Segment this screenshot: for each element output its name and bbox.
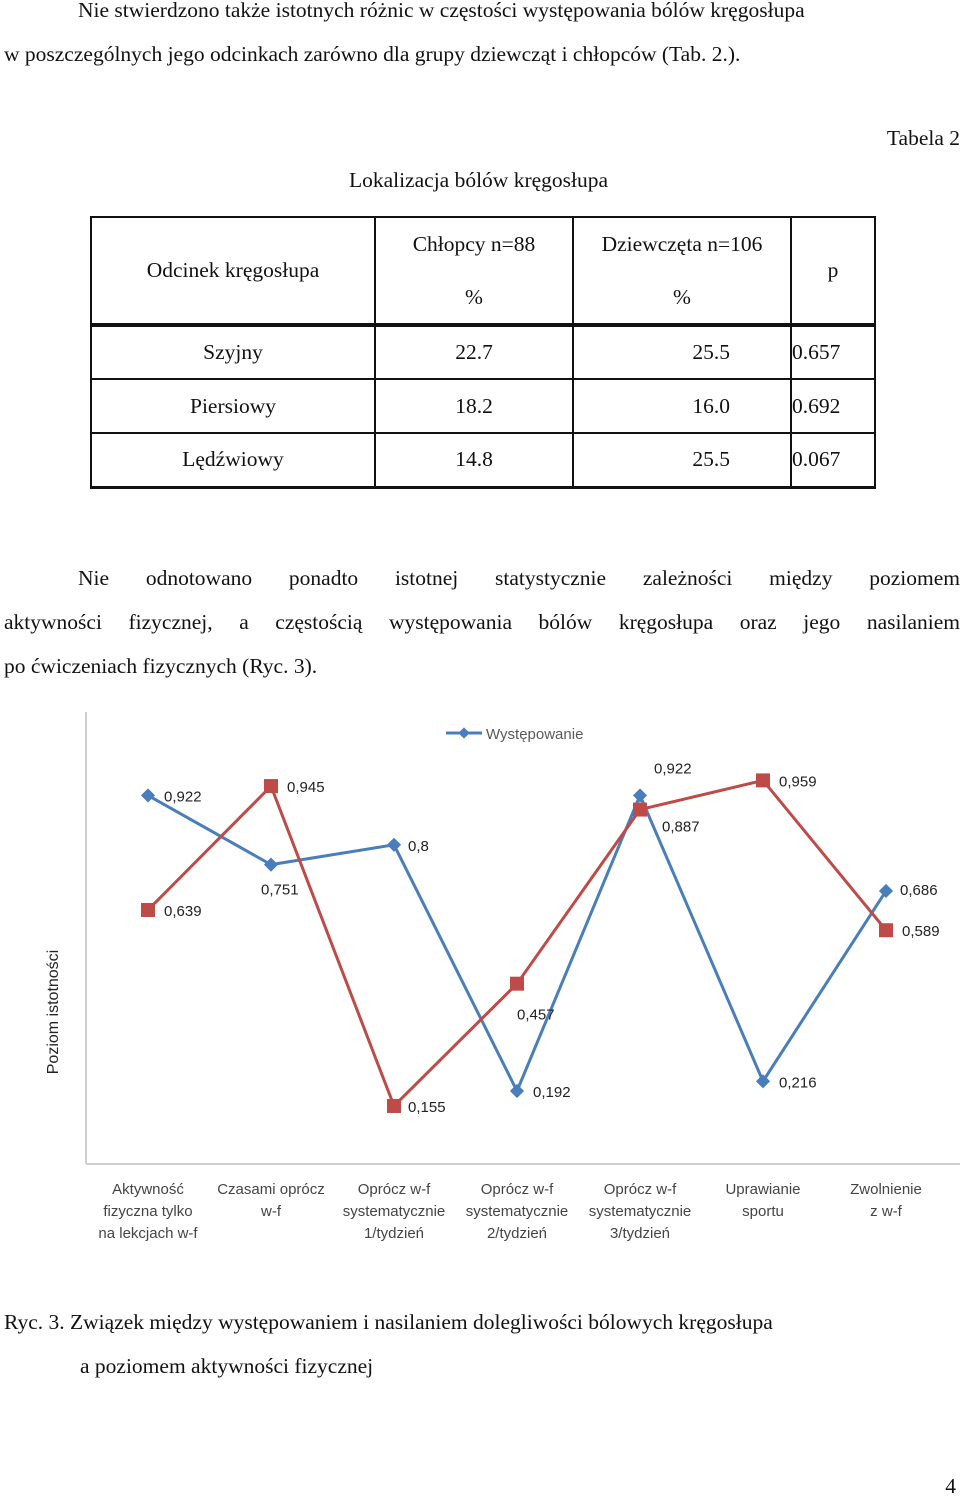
legend-label: Występowanie xyxy=(486,726,583,743)
table-row: Piersiowy 18.2 16.0 0.692 xyxy=(90,379,876,434)
category-label: Zwolnienie z w-f xyxy=(850,1181,922,1220)
category-label: Czasami oprócz w-f xyxy=(217,1181,325,1220)
table-title: Lokalizacja bólów kręgosłupa xyxy=(0,168,960,193)
row-girls: 25.5 xyxy=(572,325,792,380)
figure-caption: Ryc. 3. Związek między występowaniem i n… xyxy=(4,1300,773,1388)
data-label: 0,922 xyxy=(164,788,202,805)
legend-diamond-icon xyxy=(458,727,470,739)
row-p: 0.692 xyxy=(790,379,876,434)
data-point-square xyxy=(510,976,524,991)
data-label: 0,155 xyxy=(408,1099,446,1116)
data-point-diamond xyxy=(263,857,279,872)
row-girls: 16.0 xyxy=(572,379,792,434)
para2-line-1: Nie odnotowano ponadto istotnej statysty… xyxy=(78,566,960,590)
data-point-square xyxy=(633,802,647,817)
data-label: 0,192 xyxy=(533,1084,571,1101)
header-p: p xyxy=(790,216,876,327)
data-label: 0,216 xyxy=(779,1074,817,1091)
category-label-layer: Aktywność fizyczna tylko na lekcjach w-f Cz… xyxy=(98,1181,921,1242)
data-point-square xyxy=(141,902,155,917)
category-label: Oprócz w-f systematycznie 3/tydzień xyxy=(589,1181,692,1242)
category-label: Oprócz w-f systematycznie 2/tydzień xyxy=(466,1181,569,1242)
caption-line-1: Ryc. 3. Związek między występowaniem i n… xyxy=(4,1310,773,1334)
data-label: 0,686 xyxy=(900,882,938,899)
row-segment: Szyjny xyxy=(90,325,376,380)
category-label: Aktywność fizyczna tylko na lekcjach w-f xyxy=(98,1181,198,1242)
header-segment: Odcinek kręgosłupa xyxy=(90,216,376,327)
row-boys: 18.2 xyxy=(374,379,574,434)
body-paragraph: Nie odnotowano ponadto istotnej statysty… xyxy=(4,556,960,688)
table-row: Szyjny 22.7 25.5 0.657 xyxy=(90,325,876,380)
data-label: 0,959 xyxy=(779,773,817,790)
data-label: 0,8 xyxy=(408,838,429,855)
header-boys-unit: % xyxy=(374,271,573,327)
row-p: 0.067 xyxy=(790,433,876,489)
data-point-diamond xyxy=(878,883,894,899)
row-segment: Lędźwiowy xyxy=(90,433,376,489)
data-point-square xyxy=(387,1098,401,1113)
data-label: 0,945 xyxy=(287,779,325,796)
y-axis-label: Poziom istotności xyxy=(45,950,62,1075)
series-line-0 xyxy=(147,791,888,1095)
row-boys: 22.7 xyxy=(374,325,574,380)
series-line-1 xyxy=(146,778,888,1109)
header-girls: Dziewczęta n=106 xyxy=(572,216,791,271)
row-girls: 25.5 xyxy=(572,433,792,489)
row-segment: Piersiowy xyxy=(90,379,376,434)
row-p: 0.657 xyxy=(790,325,876,380)
data-label: 0,751 xyxy=(261,882,299,899)
data-point-diamond xyxy=(140,788,156,803)
data-point-diamond xyxy=(509,1083,525,1099)
data-label-layer: 0,922 0,751 0,8 0,192 0,922 0,216 0,686 0,639 0,… xyxy=(164,760,940,1116)
data-label: 0,922 xyxy=(654,760,692,777)
header-boys: Chłopcy n=88 xyxy=(374,216,573,271)
caption-line-2: a poziomem aktywności fizycznej xyxy=(80,1354,374,1378)
intro-line-1: Nie stwierdzono także istotnych różnic w… xyxy=(78,0,805,22)
table-label: Tabela 2 xyxy=(886,126,960,150)
para2-line-3: po ćwiczeniach fizycznych (Ryc. 3). xyxy=(4,654,318,678)
data-point-diamond xyxy=(386,837,402,852)
data-point-square xyxy=(756,773,770,788)
table-title-text: Lokalizacja bólów kręgosłupa xyxy=(348,168,609,192)
data-table: Odcinek kręgosłupa Chłopcy n=88 Dziewczę… xyxy=(90,216,876,489)
series-layer xyxy=(140,773,894,1113)
intro-paragraph: Nie stwierdzono także istotnych różnic w… xyxy=(4,0,960,76)
data-point-square xyxy=(879,923,893,938)
data-label: 0,457 xyxy=(517,1007,555,1024)
data-label: 0,887 xyxy=(662,819,700,836)
para2-line-2: aktywności fizycznej, a częstością wystę… xyxy=(4,610,960,634)
page-number: 4 xyxy=(945,1474,956,1498)
data-point-diamond xyxy=(755,1074,771,1089)
header-girls-unit: % xyxy=(572,271,791,327)
data-label: 0,589 xyxy=(902,923,940,940)
data-point-diamond xyxy=(632,788,648,803)
data-label: 0,639 xyxy=(164,903,202,920)
chart-legend: Występowanie xyxy=(446,726,583,743)
data-point-square xyxy=(264,779,278,794)
intro-line-2: w poszczególnych jego odcinkach zarówno … xyxy=(4,42,741,66)
category-label: Uprawianie sportu xyxy=(725,1181,800,1220)
category-label: Oprócz w-f systematycznie 1/tydzień xyxy=(343,1181,446,1242)
row-boys: 14.8 xyxy=(374,433,574,489)
table-row: Lędźwiowy 14.8 25.5 0.067 xyxy=(90,433,876,489)
line-chart: Występowanie Poziom istotności 0,922 0,75… xyxy=(45,712,960,1242)
